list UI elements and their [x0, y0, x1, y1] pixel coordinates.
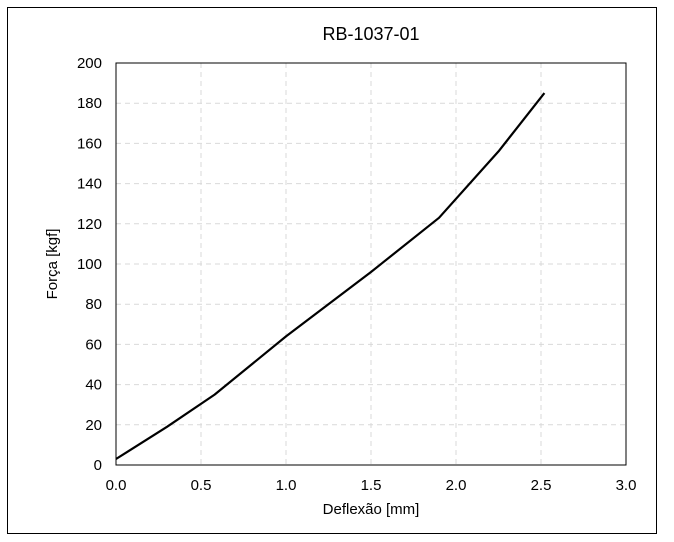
x-tick-label: 2.5 [531, 477, 552, 494]
series-layer [115, 92, 546, 460]
x-tick-label: 0.0 [106, 477, 127, 494]
x-tick-labels: 0.0 0.5 1.0 1.5 2.0 2.5 3.0 [106, 477, 637, 494]
y-tick-label: 100 [77, 256, 102, 273]
y-tick-label: 0 [94, 457, 102, 474]
y-tick-label: 80 [85, 296, 102, 313]
x-tick-label: 3.0 [616, 477, 637, 494]
chart-title: RB-1037-01 [322, 24, 419, 44]
chart-frame [7, 7, 657, 534]
y-tick-label: 200 [77, 55, 102, 72]
y-axis-label: Força [kgf] [44, 229, 61, 300]
y-tick-labels: 0 20 40 60 80 100 120 140 160 180 200 [77, 55, 102, 474]
y-tick-label: 60 [85, 336, 102, 353]
grid-lines [116, 63, 626, 465]
y-tick-label: 160 [77, 135, 102, 152]
y-tick-label: 40 [85, 377, 102, 394]
y-tick-label: 120 [77, 216, 102, 233]
y-tick-label: 180 [77, 95, 102, 112]
series-line [115, 92, 546, 460]
x-tick-label: 1.5 [361, 477, 382, 494]
y-tick-label: 140 [77, 176, 102, 193]
x-tick-label: 0.5 [191, 477, 212, 494]
plot-area [115, 62, 627, 466]
x-tick-label: 2.0 [446, 477, 467, 494]
x-tick-label: 1.0 [276, 477, 297, 494]
x-axis-label: Deflexão [mm] [323, 501, 420, 518]
y-tick-label: 20 [85, 417, 102, 434]
